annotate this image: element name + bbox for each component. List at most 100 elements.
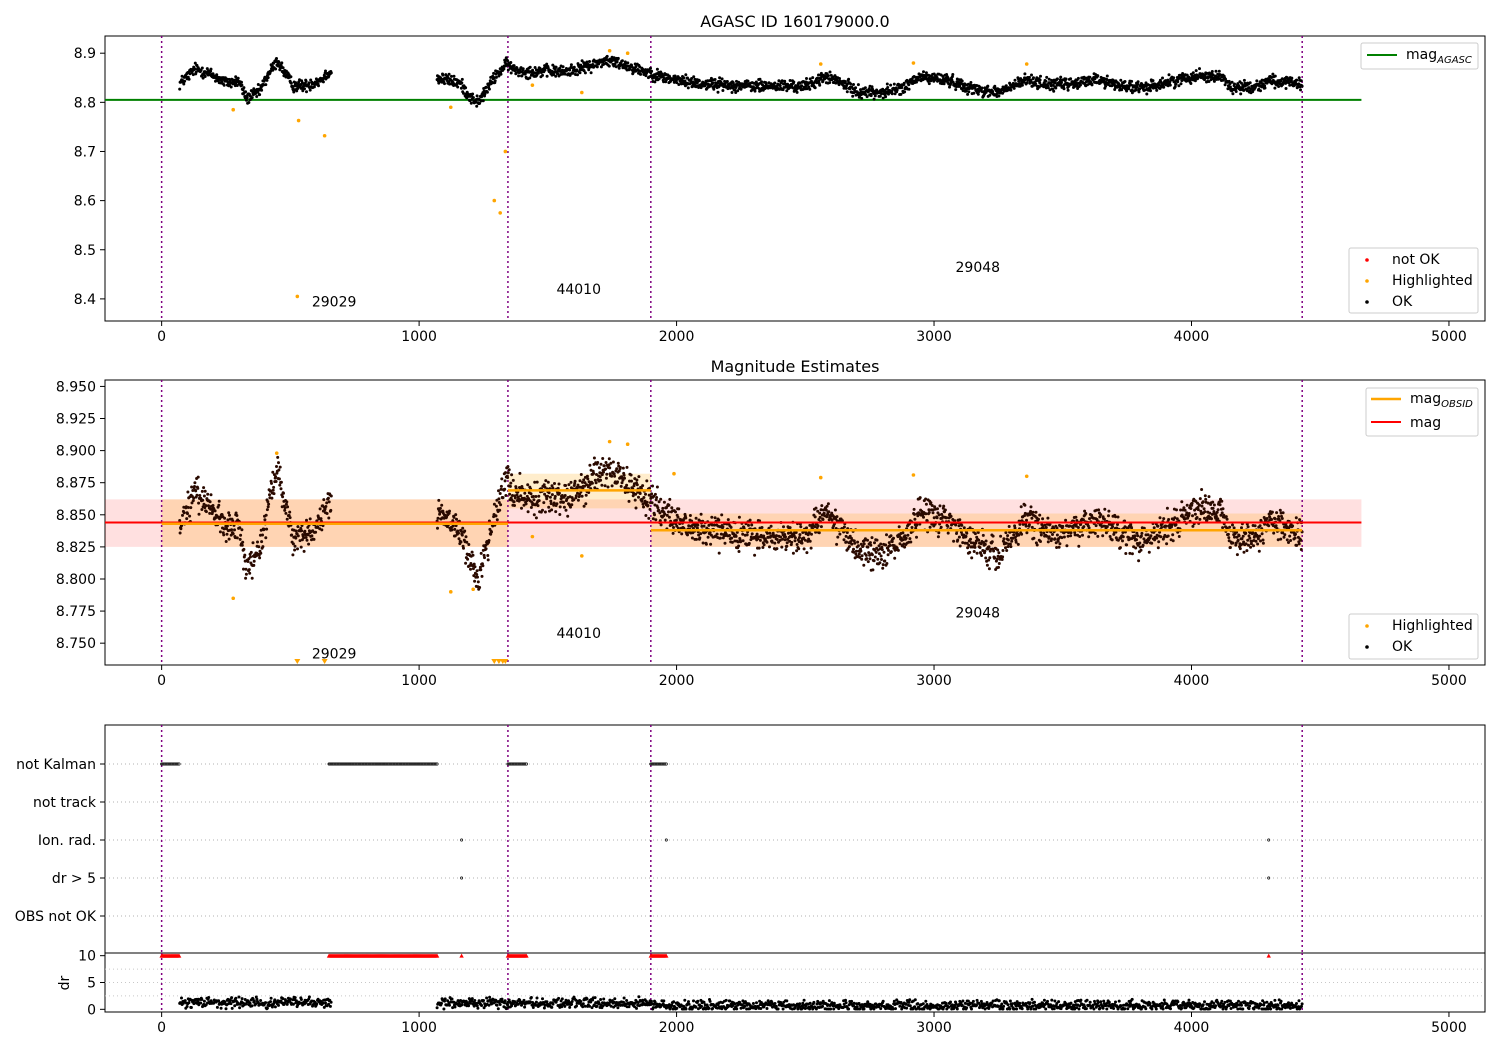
panel2-ok-point (936, 535, 940, 539)
panel2-ok-point (590, 481, 594, 485)
panel2-ok-point (1204, 497, 1208, 501)
panel2-ok-point (276, 455, 280, 459)
panel2-ok-point (661, 506, 665, 510)
panel2-ok-point (876, 557, 880, 561)
panel1-highlighted-point (911, 61, 916, 65)
panel2-ok-point (840, 519, 844, 523)
panel2-ok-point (226, 518, 230, 522)
panel1-ok-point (886, 86, 890, 89)
panel2-ok-point (973, 545, 977, 549)
panel2-ok-point (512, 500, 516, 504)
panel2-ok-point (1241, 534, 1245, 538)
panel2-ok-point (806, 539, 810, 543)
panel2-ok-point (1236, 538, 1240, 542)
panel2-ok-point (274, 475, 278, 479)
panel2-ok-point (918, 496, 922, 500)
panel2-ok-point (196, 475, 200, 479)
panel1-ok-point (673, 74, 677, 78)
panel1-ok-point (481, 99, 485, 103)
panel2-ok-point (541, 508, 544, 512)
panel2-ok-point (1203, 510, 1207, 514)
panel1-ok-point (1288, 83, 1292, 87)
panel2-ok-point (955, 532, 958, 535)
panel2-ok-point (562, 505, 566, 509)
panel2-ok-point (556, 486, 560, 490)
panel2-ok-point (298, 539, 302, 543)
panel2-ok-point (1142, 526, 1146, 530)
panel2-ok-point (1244, 531, 1248, 535)
panel2-ok-point (265, 527, 269, 531)
panel2-ok-point (469, 567, 472, 571)
panel2-ok-point (898, 542, 902, 546)
panel2-ok-point (602, 470, 605, 474)
panel1-ok-point (462, 91, 465, 95)
panel1-ok-point (873, 94, 877, 98)
panel2-ok-point (880, 545, 884, 549)
panel2-ok-point (244, 576, 248, 580)
panel2-ok-point (717, 518, 721, 522)
panel1-ok-point (256, 90, 260, 94)
panel2-ok-point (1064, 518, 1068, 522)
panel2-ok-point (481, 564, 485, 568)
panel1-ok-point (582, 61, 586, 65)
panel1-ok-point (200, 66, 204, 70)
panel2-ok-point (903, 534, 907, 538)
panel2-ok-point (296, 547, 299, 551)
panel1-ok-point (464, 86, 468, 90)
panel2-ok-point (975, 551, 979, 555)
panel2-ok-point (1083, 509, 1087, 513)
panel2-ok-point (1107, 514, 1110, 518)
panel2-ok-point (1182, 506, 1186, 510)
panel2-ok-point (1267, 524, 1271, 528)
panel1-ok-point (699, 86, 703, 90)
panel1-ok-point (816, 76, 820, 80)
panel1-ok-point (986, 84, 990, 88)
panel2-ok-point (1282, 535, 1286, 539)
panel2-ok-point (192, 496, 196, 500)
panel1-ok-point (456, 85, 460, 89)
panel2-ok-point (306, 533, 310, 537)
panel2-ok-point (562, 500, 565, 504)
panel2-ok-point (1221, 526, 1225, 530)
panel2-ok-point (658, 511, 662, 515)
panel2-ok-point (1171, 539, 1175, 543)
panel1-ok-point (447, 72, 451, 76)
panel1-ok-point (494, 75, 498, 79)
panel1-ok-point (677, 83, 681, 86)
panel2-ok-point (1073, 533, 1077, 537)
panel2-ok-point (852, 550, 856, 554)
panel2-ok-point (1000, 558, 1004, 561)
panel2-ok-point (621, 478, 625, 482)
panel1-ok-point (446, 76, 450, 80)
panel1-ok-point (811, 76, 815, 80)
panel1-ok-point (509, 71, 513, 75)
panel2-ok-point (965, 531, 969, 535)
panel1-ok-point (1104, 84, 1108, 88)
panel2-ok-point (1287, 541, 1290, 544)
panel1-ok-point (675, 81, 679, 85)
panel1-ok-point (863, 86, 867, 90)
panel1-ok-point (980, 86, 984, 90)
panel1-ok-point (199, 68, 203, 72)
panel2-ok-point (785, 544, 789, 548)
panel2-ok-point (497, 489, 500, 493)
panel2-ok-point (1185, 511, 1189, 515)
panel2-ok-point (674, 510, 677, 514)
panel2-ok-point (995, 557, 999, 561)
panel2-ok-point (585, 474, 589, 478)
panel1-ok-point (321, 80, 325, 84)
panel2-ok-point (1121, 531, 1125, 534)
panel2-ok-point (191, 489, 195, 492)
panel2-ok-point (1281, 531, 1285, 535)
panel2-ok-point (1256, 542, 1260, 546)
panel2-ok-point (1141, 543, 1145, 547)
panel1-ok-point (1004, 84, 1008, 88)
panel2-ok-point (466, 557, 470, 561)
panel2-ok-point (709, 542, 713, 546)
panel2-ok-point (927, 508, 931, 512)
panel2-ok-point (909, 540, 913, 544)
panel2-ok-point (750, 532, 754, 536)
panel1-ok-point (838, 77, 841, 80)
panel2-ok-point (1199, 509, 1203, 513)
